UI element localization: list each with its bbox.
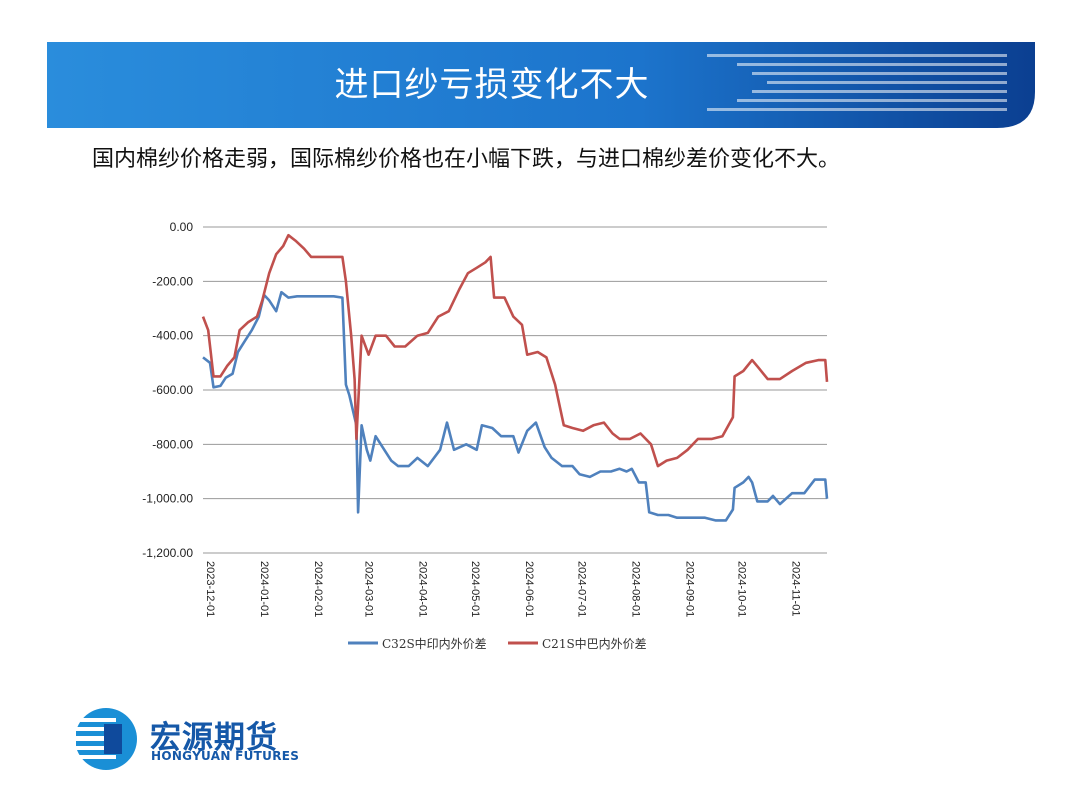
y-tick-label: -400.00: [152, 329, 193, 343]
x-tick-label: 2024-11-01: [790, 561, 802, 616]
x-tick-label: 2024-09-01: [683, 561, 695, 617]
x-tick-label: 2024-10-01: [736, 561, 748, 617]
x-tick-label: 2023-12-01: [204, 561, 216, 617]
y-tick-label: 0.00: [170, 220, 194, 234]
y-tick-label: -200.00: [152, 274, 193, 288]
x-tick-label: 2024-03-01: [363, 561, 375, 617]
logo-name-en: HONGYUAN FUTURES: [151, 749, 300, 763]
slide-subtitle: 国内棉纱价格走弱，国际棉纱价格也在小幅下跌，与进口棉纱差价变化不大。: [92, 147, 841, 172]
x-tick-label: 2024-06-01: [523, 561, 535, 617]
x-tick-label: 2024-08-01: [629, 561, 641, 617]
y-tick-label: -600.00: [152, 383, 193, 397]
slide-title: 进口纱亏损变化不大: [334, 65, 650, 105]
x-tick-label: 2024-05-01: [469, 561, 481, 617]
legend-label: C21S中巴内外价差: [542, 636, 647, 651]
hongyuan-logo-icon: [76, 708, 137, 770]
logo-name-cn: 宏源期货: [150, 720, 278, 756]
line-chart: 0.00 -200.00 -400.00 -600.00 -800.00 -1,000.0…: [142, 220, 829, 651]
series-line: [202, 290, 829, 522]
y-tick-label: -1,200.00: [142, 546, 193, 560]
title-banner: [47, 42, 1035, 128]
x-tick-label: 2024-02-01: [312, 561, 324, 617]
x-tick-label: 2024-01-01: [258, 561, 270, 617]
y-tick-label: -800.00: [152, 437, 193, 451]
series-line: [201, 233, 829, 468]
y-tick-label: -1,000.00: [142, 492, 193, 506]
x-tick-label: 2024-07-01: [575, 561, 587, 617]
x-tick-label: 2024-04-01: [417, 561, 429, 617]
legend-label: C32S中印内外价差: [382, 636, 487, 651]
